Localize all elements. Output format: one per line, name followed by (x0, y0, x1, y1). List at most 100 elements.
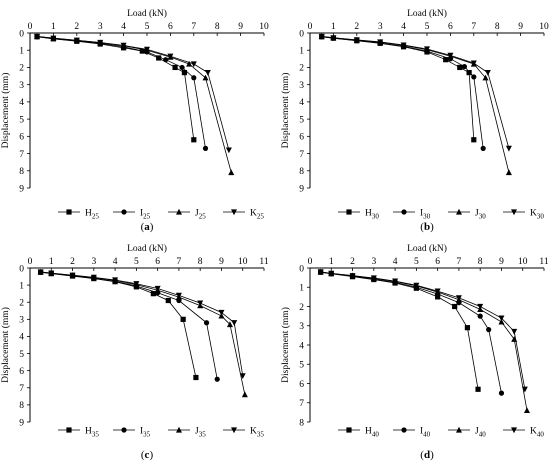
data-point (370, 275, 377, 282)
legend-label: I35 (140, 427, 151, 439)
x-tick-label: 5 (425, 22, 430, 32)
y-tick-label: 0 (19, 264, 24, 274)
data-point (471, 137, 477, 143)
x-tick-label: 4 (121, 22, 126, 32)
data-point (228, 169, 235, 176)
legend-label: H30 (365, 209, 379, 221)
legend-marker (176, 208, 182, 215)
data-point (69, 272, 76, 279)
panel-label: (a) (141, 221, 154, 233)
x-tick-label: 1 (331, 22, 336, 32)
data-point (150, 291, 156, 297)
y-tick-label: 3 (19, 81, 24, 91)
data-point (50, 35, 57, 42)
panel-label: (b) (420, 221, 434, 233)
data-point (452, 303, 458, 310)
data-point (424, 46, 430, 53)
y-tick-label: 5 (19, 115, 24, 125)
data-point (392, 278, 399, 285)
series-line (36, 36, 206, 149)
legend-label: J30 (475, 209, 486, 221)
x-tick-label: 10 (259, 22, 269, 32)
data-point (482, 74, 489, 81)
data-point (225, 147, 232, 154)
y-tick-label: 2 (299, 303, 304, 313)
legend-label: J35 (195, 427, 206, 439)
series-line (320, 271, 526, 390)
data-point (197, 300, 204, 307)
x-tick-label: 4 (113, 257, 118, 267)
x-tick-label: 6 (155, 257, 160, 267)
x-tick-label: 3 (371, 257, 376, 267)
data-point (461, 63, 468, 70)
data-point (457, 64, 463, 71)
series-k40 (317, 269, 528, 393)
x-tick-label: 8 (198, 257, 203, 267)
data-point (48, 270, 55, 277)
data-point (165, 297, 171, 304)
x-tick-label: 1 (329, 257, 334, 267)
data-point (400, 42, 407, 49)
data-point (120, 42, 127, 49)
y-axis-title: Displacement (mm) (280, 307, 291, 383)
legend-label: H25 (85, 209, 99, 221)
data-point (156, 55, 162, 61)
x-tick-label: 8 (215, 22, 220, 32)
legend: H40 I40 J40 K40 (338, 427, 544, 439)
y-tick-label: 6 (19, 133, 24, 143)
y-tick-label: 0 (299, 29, 304, 39)
legend-marker (346, 427, 352, 433)
data-point (464, 325, 471, 331)
x-tick-label: 9 (518, 22, 523, 32)
legend-marker (401, 427, 407, 433)
y-tick-label: 2 (19, 299, 24, 309)
data-point (144, 46, 150, 53)
x-tick-label: 8 (495, 22, 500, 32)
series-k30 (318, 33, 512, 152)
x-tick-label: 2 (70, 257, 75, 267)
panel-label: (d) (420, 449, 434, 461)
data-point (480, 145, 486, 151)
data-point (191, 137, 197, 143)
y-tick-label: 2 (19, 64, 24, 74)
y-tick-label: 4 (299, 98, 304, 108)
series-line (40, 271, 218, 380)
legend-marker (121, 209, 127, 215)
series-k25 (34, 33, 232, 154)
panel-label: (c) (141, 449, 154, 461)
chart-panel-2: 0 1 2 3 4 5 6 7 8 9 10 0 1 2 3 4 5 6 7 8 9 Load (kN) Displacem… (280, 8, 549, 233)
data-point (112, 277, 119, 284)
series-i30 (319, 34, 486, 151)
x-tick-label: 9 (499, 257, 504, 267)
legend-label: I25 (140, 209, 151, 221)
data-point (471, 74, 477, 80)
data-point (475, 386, 481, 392)
legend-marker (401, 209, 407, 215)
x-tick-label: 10 (518, 257, 528, 267)
y-tick-label: 3 (299, 322, 304, 332)
legend-marker (121, 427, 127, 433)
legend-marker (511, 427, 517, 434)
series-line (320, 271, 528, 411)
y-tick-label: 6 (19, 367, 24, 377)
data-point (190, 61, 197, 68)
series-line (320, 271, 479, 390)
data-point (317, 269, 324, 276)
x-axis-title: Load (kN) (127, 243, 167, 254)
data-point (498, 318, 505, 325)
data-point (175, 292, 182, 299)
x-tick-label: 10 (539, 22, 549, 32)
x-tick-label: 1 (51, 22, 56, 32)
x-axis-title: Load (kN) (407, 8, 447, 19)
y-tick-label: 5 (299, 361, 304, 371)
x-tick-label: 5 (414, 257, 419, 267)
legend-marker (346, 209, 352, 215)
series-line (320, 271, 502, 394)
x-tick-label: 5 (134, 257, 139, 267)
x-tick-label: 0 (28, 22, 33, 32)
series-line (36, 36, 195, 140)
legend-label: I40 (420, 427, 431, 439)
data-point (470, 60, 477, 67)
data-point (202, 74, 209, 81)
y-tick-label: 7 (299, 399, 304, 409)
